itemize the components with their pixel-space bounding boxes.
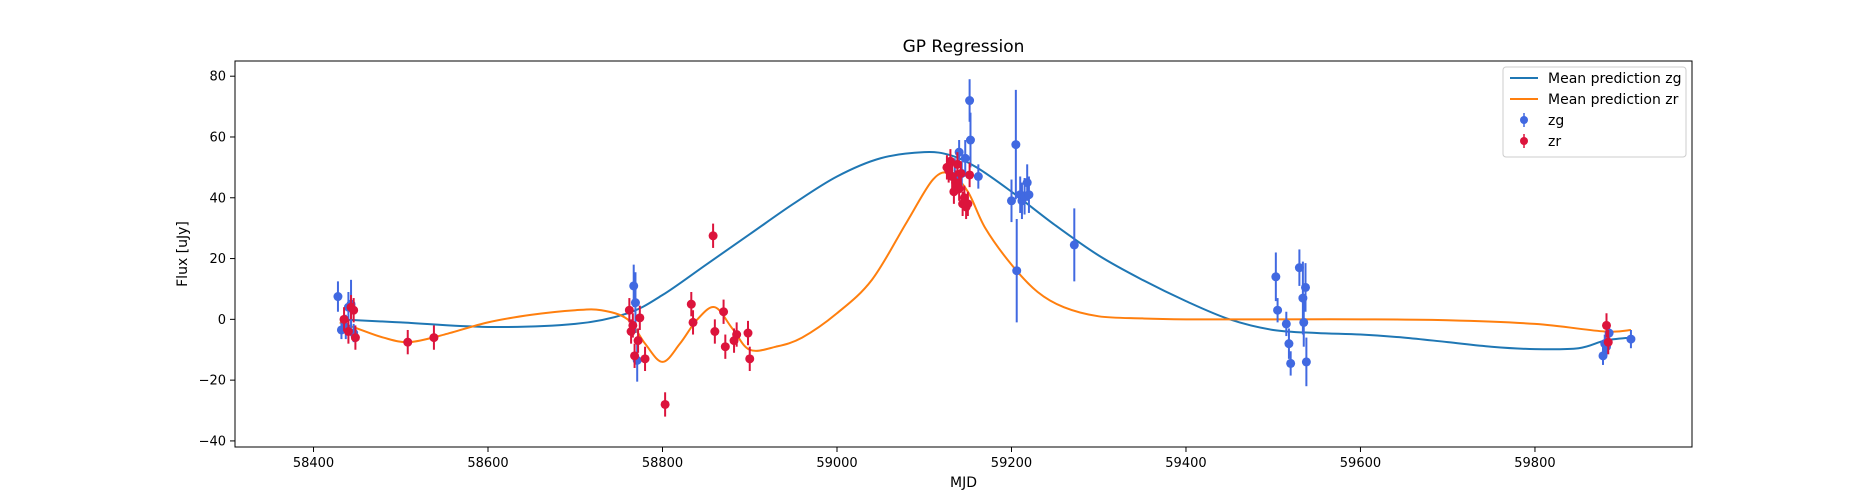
data-point-zr: [630, 351, 640, 361]
data-point-zg: [960, 153, 970, 163]
data-point-zg: [629, 281, 639, 291]
legend: Mean prediction zg Mean prediction zr zg…: [1502, 66, 1687, 158]
data-point-zr: [343, 327, 353, 337]
legend-label-zr: zr: [1548, 134, 1561, 150]
data-point-zr: [954, 184, 964, 194]
data-point-zr: [686, 299, 696, 309]
data-point-zr: [965, 170, 975, 180]
y-tick-label: 0: [218, 313, 226, 328]
data-point-zr: [403, 337, 413, 347]
data-point-zg: [1022, 178, 1032, 188]
data-point-zr: [429, 333, 439, 343]
data-point-zg: [1024, 190, 1034, 200]
y-tick-label: −40: [199, 434, 226, 449]
data-point-zr: [635, 313, 645, 323]
x-tick-label: 58400: [293, 456, 334, 471]
legend-swatch-zg-marker: [1520, 116, 1528, 124]
x-axis-label: MJD: [950, 475, 977, 491]
x-tick-label: 59200: [991, 456, 1032, 471]
data-point-zg: [1294, 263, 1304, 273]
data-point-zg: [1271, 272, 1281, 282]
y-tick-label: 40: [209, 191, 226, 206]
y-tick-label: 20: [209, 252, 226, 267]
data-point-zr: [640, 354, 650, 364]
data-point-zr: [1601, 320, 1611, 330]
data-point-zr: [350, 333, 360, 343]
legend-label-zr-line: Mean prediction zr: [1548, 92, 1679, 108]
data-point-zg: [1011, 140, 1021, 150]
data-point-zr: [628, 320, 638, 330]
data-point-zg: [1298, 293, 1308, 303]
y-tick-label: 80: [209, 70, 226, 85]
data-point-zg: [1301, 282, 1311, 292]
y-axis-label: Flux [uJy]: [175, 221, 191, 287]
data-point-zr: [339, 314, 349, 324]
data-point-zr: [732, 330, 742, 340]
data-point-zr: [956, 168, 966, 178]
prediction-line-zr: [339, 171, 1632, 363]
data-point-zg: [1598, 351, 1608, 361]
data-point-zg: [333, 292, 343, 302]
x-axis: 58400 58600 58800 59000 59200 59400 59600 59800: [293, 447, 1556, 471]
data-point-zg: [1273, 305, 1283, 315]
legend-box: [1502, 66, 1687, 158]
legend-label-zg: zg: [1548, 113, 1564, 129]
y-axis: −40 −20 0 20 40 60 80: [199, 70, 235, 449]
x-tick-label: 58800: [642, 456, 683, 471]
y-tick-label: 60: [209, 130, 226, 145]
data-point-zr: [945, 156, 955, 166]
data-point-zr: [963, 199, 973, 209]
chart-title: GP Regression: [903, 37, 1025, 57]
data-point-zr: [710, 327, 720, 337]
data-point-zg: [630, 298, 640, 308]
data-point-zr: [660, 399, 670, 409]
plot-frame: [234, 60, 1693, 448]
data-point-zg: [1301, 357, 1311, 367]
data-point-zg: [1284, 339, 1294, 349]
data-point-zr: [688, 317, 698, 327]
x-tick-label: 59000: [816, 456, 857, 471]
data-point-zg: [1286, 358, 1296, 368]
data-point-zr: [952, 159, 962, 169]
data-point-zg: [965, 135, 975, 145]
data-point-zg: [1069, 240, 1079, 250]
data-point-zg: [1012, 266, 1022, 276]
y-tick-label: −20: [199, 374, 226, 389]
data-point-zr: [624, 305, 634, 315]
data-point-zr: [745, 354, 755, 364]
data-point-zr: [708, 231, 718, 241]
data-point-zg: [1299, 317, 1309, 327]
data-point-zr: [719, 307, 729, 317]
x-tick-label: 59600: [1340, 456, 1381, 471]
x-tick-label: 58600: [467, 456, 508, 471]
data-point-zr: [633, 336, 643, 346]
data-point-zg: [1626, 334, 1636, 344]
data-point-zr: [349, 305, 359, 315]
data-point-zr: [743, 328, 753, 338]
data-point-zr: [1603, 337, 1613, 347]
data-point-zg: [965, 96, 975, 106]
x-tick-label: 59800: [1514, 456, 1555, 471]
plot-area: [333, 79, 1636, 417]
data-point-zg: [1281, 319, 1291, 329]
data-point-zg: [973, 171, 983, 181]
data-point-zr: [720, 342, 730, 352]
data-point-zg: [1006, 196, 1016, 206]
legend-swatch-zr-marker: [1520, 137, 1528, 145]
legend-label-zg-line: Mean prediction zg: [1548, 71, 1682, 87]
x-tick-label: 59400: [1165, 456, 1206, 471]
